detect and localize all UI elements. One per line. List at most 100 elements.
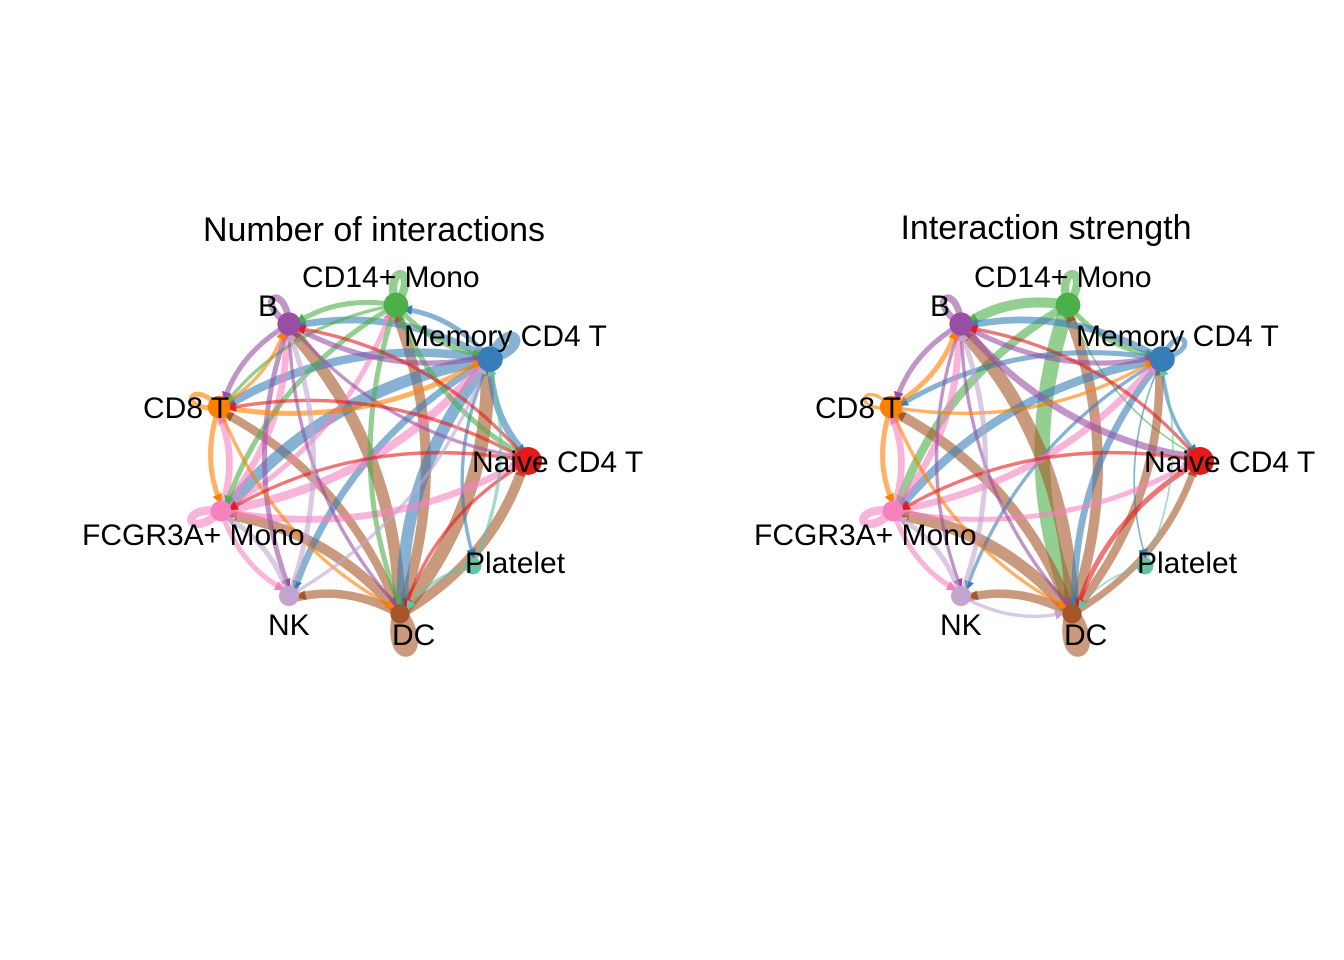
edge-dc-to-fcgr3a bbox=[893, 509, 1078, 620]
edge-layer bbox=[859, 269, 1203, 657]
node-b bbox=[949, 312, 973, 336]
edge-dc-to-cd8 bbox=[220, 408, 405, 619]
node-memory bbox=[1149, 346, 1175, 372]
edge-fcgr3a-to-fcgr3a bbox=[859, 506, 898, 529]
node-label-nk: NK bbox=[940, 609, 982, 642]
node-label-cd14: CD14+ Mono bbox=[302, 261, 480, 294]
edge-cd8-to-fcgr3a bbox=[208, 404, 224, 506]
edge-fcgr3a-to-naive bbox=[890, 459, 1195, 522]
edge-b-to-dc bbox=[959, 322, 1071, 609]
edge-memory-to-dc bbox=[396, 353, 496, 613]
edge-nk-to-dc bbox=[959, 594, 1066, 620]
node-label-naive: Naive CD4 T bbox=[472, 446, 643, 479]
edge-cd8-to-dc bbox=[217, 405, 397, 610]
edge-dc-to-naive bbox=[394, 462, 528, 620]
edge-cd8-to-dc bbox=[889, 405, 1069, 610]
edge-dc-to-dc bbox=[1062, 606, 1090, 657]
edge-fcgr3a-to-b bbox=[889, 328, 964, 515]
edge-platelet-to-dc bbox=[404, 564, 475, 612]
edge-naive-to-dc bbox=[403, 459, 530, 610]
edge-naive-to-fcgr3a bbox=[227, 450, 530, 512]
node-label-fcgr3a: FCGR3A+ Mono bbox=[754, 519, 977, 552]
node-dc bbox=[390, 604, 410, 624]
edge-dc-to-dc bbox=[390, 606, 418, 657]
edge-memory-to-cd8 bbox=[222, 348, 495, 410]
edge-fcgr3a-to-cd14 bbox=[218, 308, 394, 514]
node-dc bbox=[1062, 604, 1082, 624]
node-naive bbox=[1186, 447, 1214, 475]
node-label-nk: NK bbox=[268, 609, 310, 642]
edge-memory-to-cd8 bbox=[896, 350, 1165, 409]
edge-b-to-nk bbox=[934, 322, 963, 590]
edge-cd8-to-memory bbox=[216, 357, 485, 416]
node-label-cd8: CD8 T bbox=[815, 392, 901, 425]
edge-naive-to-fcgr3a bbox=[899, 450, 1202, 512]
node-label-platelet: Platelet bbox=[465, 547, 566, 580]
edge-b-to-b bbox=[940, 294, 965, 328]
edge-cd8-to-cd8 bbox=[189, 391, 222, 411]
edge-nk-to-fcgr3a bbox=[895, 514, 964, 599]
edge-fcgr3a-to-fcgr3a bbox=[187, 506, 226, 529]
edge-nk-to-fcgr3a bbox=[223, 514, 292, 599]
edge-b-to-memory bbox=[286, 321, 485, 366]
edge-cd8-to-memory bbox=[889, 358, 1156, 416]
node-label-cd14: CD14+ Mono bbox=[974, 261, 1152, 294]
node-label-naive: Naive CD4 T bbox=[1144, 446, 1315, 479]
node-label-cd8: CD8 T bbox=[143, 392, 229, 425]
edge-cd14-to-fcgr3a bbox=[893, 300, 1073, 510]
edge-fcgr3a-to-cd8 bbox=[215, 411, 233, 515]
node-cd14 bbox=[1055, 292, 1081, 318]
edge-cd14-to-fcgr3a bbox=[223, 302, 399, 508]
panel-title-interaction-strength: Interaction strength bbox=[900, 209, 1191, 247]
node-memory bbox=[477, 346, 503, 372]
edge-memory-to-platelet bbox=[1133, 358, 1163, 559]
edge-naive-to-b bbox=[294, 324, 530, 463]
node-label-b: B bbox=[930, 290, 950, 323]
edge-memory-to-dc bbox=[1069, 355, 1166, 610]
node-label-fcgr3a: FCGR3A+ Mono bbox=[82, 519, 305, 552]
node-label-dc: DC bbox=[1064, 619, 1107, 652]
edge-memory-to-memory bbox=[484, 331, 521, 365]
edge-memory-to-b bbox=[293, 316, 494, 363]
node-label-dc: DC bbox=[392, 619, 435, 652]
node-cd14 bbox=[383, 292, 409, 318]
edge-cd8-to-fcgr3a bbox=[880, 404, 896, 506]
node-label-platelet: Platelet bbox=[1137, 547, 1238, 580]
edge-b-to-memory bbox=[958, 321, 1157, 366]
panel-number-of-interactions: Number of interactions Naive CD4 T Memory… bbox=[82, 211, 643, 657]
edge-nk-to-memory bbox=[287, 363, 487, 598]
edge-cd14-to-cd14 bbox=[388, 269, 410, 310]
edge-naive-to-dc bbox=[1074, 458, 1203, 611]
edge-fcgr3a-to-cd8 bbox=[887, 411, 905, 515]
edge-dc-to-cd8 bbox=[891, 407, 1078, 620]
edge-dc-to-naive bbox=[1068, 463, 1199, 618]
edge-layer bbox=[187, 269, 530, 657]
edge-dc-to-fcgr3a bbox=[222, 509, 406, 620]
node-label-b: B bbox=[258, 290, 278, 323]
edge-cd8-to-b bbox=[217, 328, 286, 409]
edge-naive-to-cd8 bbox=[225, 398, 530, 463]
edge-dc-to-memory bbox=[1067, 362, 1165, 619]
node-nk bbox=[279, 586, 299, 606]
edge-nk-to-b bbox=[958, 329, 988, 599]
edge-dc-to-memory bbox=[393, 359, 495, 621]
edge-cd8-to-b bbox=[888, 327, 959, 410]
edge-naive-to-b bbox=[966, 324, 1202, 463]
panel-interaction-strength: Interaction strength Naive CD4 T Memory C… bbox=[754, 209, 1315, 657]
edge-b-to-dc bbox=[287, 322, 399, 609]
edge-cd14-to-cd14 bbox=[1060, 269, 1082, 310]
label-layer: Naive CD4 T Memory CD4 T CD14+ Mono B CD8 T F… bbox=[754, 261, 1315, 652]
node-label-memory: Memory CD4 T bbox=[1076, 320, 1279, 353]
node-layer bbox=[879, 292, 1214, 624]
node-platelet bbox=[464, 557, 482, 575]
edge-b-to-naive bbox=[957, 320, 1197, 461]
edge-cd8-to-cd8 bbox=[863, 392, 893, 410]
node-platelet bbox=[1136, 557, 1154, 575]
edge-fcgr3a-to-b bbox=[217, 328, 292, 515]
node-layer bbox=[207, 292, 542, 624]
node-label-memory: Memory CD4 T bbox=[404, 320, 607, 353]
edge-cd14-to-cd8 bbox=[224, 303, 398, 405]
node-cd8 bbox=[207, 395, 231, 419]
edge-nk-to-b bbox=[286, 329, 316, 599]
